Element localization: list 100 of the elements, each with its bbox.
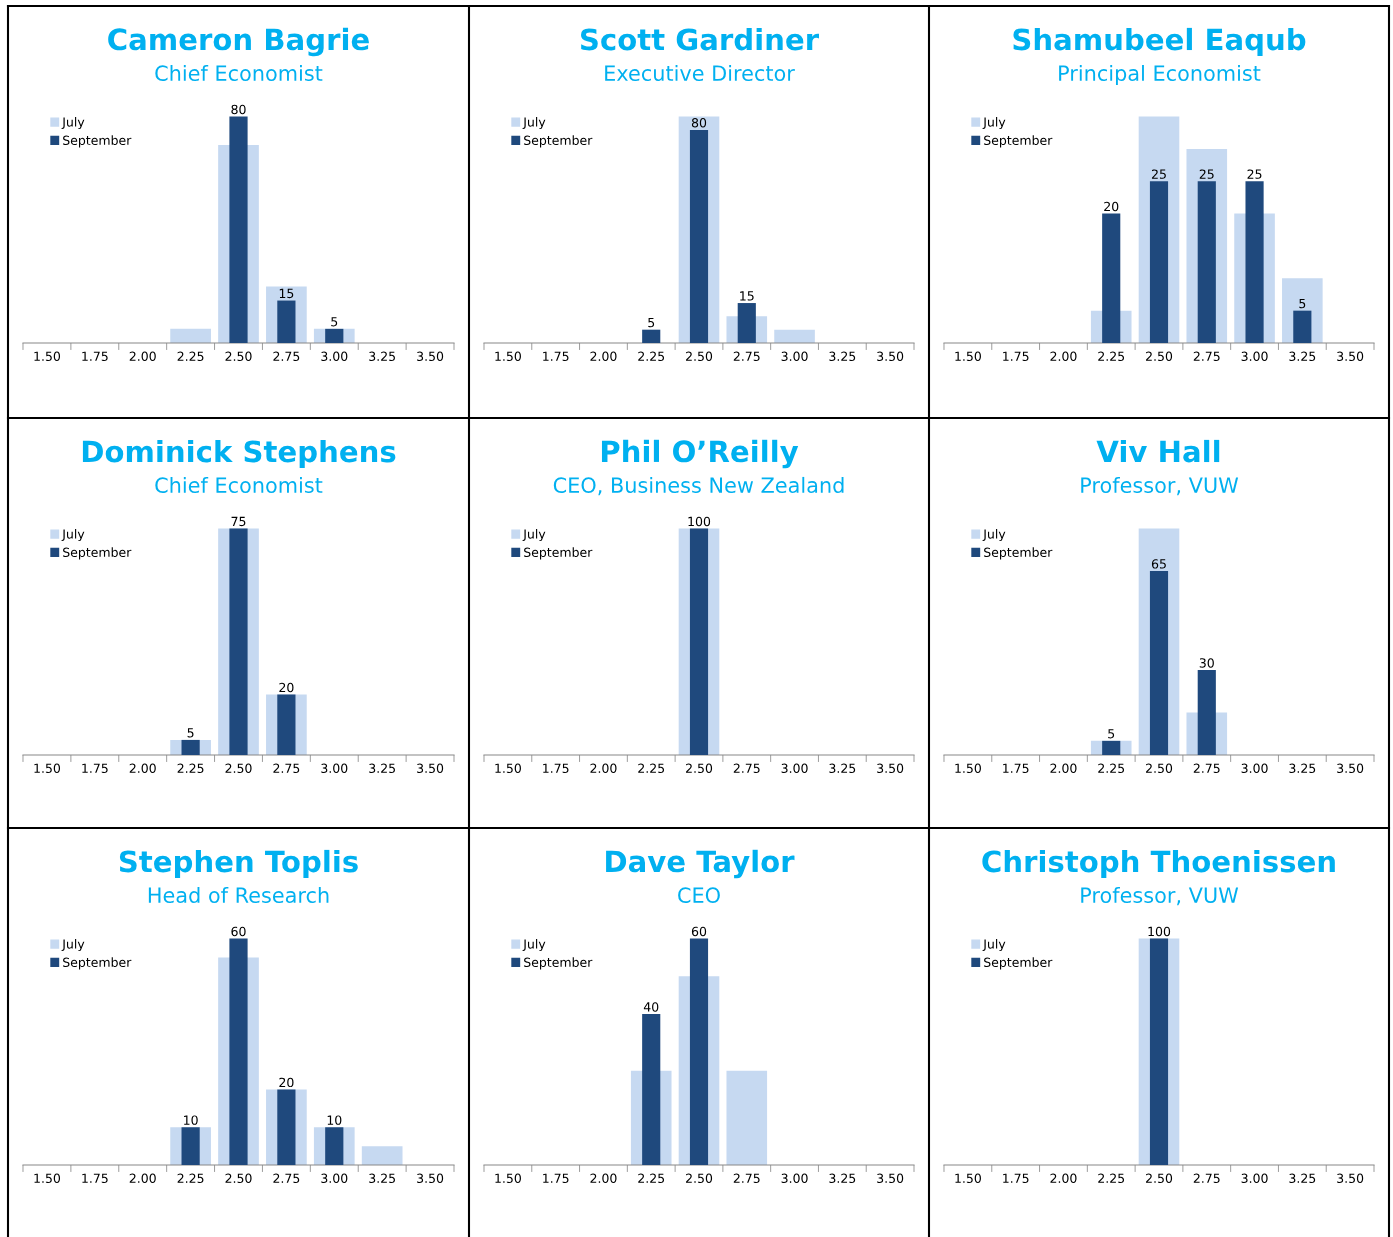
data-label: 25	[1151, 169, 1166, 179]
x-tick-label: 2.00	[590, 351, 617, 362]
x-tick-label: 2.25	[1098, 763, 1125, 774]
x-tick-label: 3.00	[781, 763, 808, 774]
x-tick-label: 2.50	[686, 763, 713, 774]
x-tick-label: 3.00	[321, 1173, 348, 1184]
bar	[689, 938, 709, 1165]
chart-subtitle: Head of Research	[148, 886, 329, 904]
bar	[170, 328, 211, 343]
x-tick-label: 2.75	[733, 763, 760, 774]
data-label: 5	[1299, 298, 1306, 309]
x-tick-label: 3.25	[829, 763, 856, 774]
data-label: 5	[331, 317, 338, 327]
bar	[181, 1127, 200, 1165]
x-tick-label: 2.25	[1098, 351, 1125, 362]
x-tick-label: 3.50	[877, 351, 904, 362]
x-tick-label: 3.25	[829, 1173, 856, 1184]
x-tick-label: 3.50	[417, 763, 444, 774]
x-tick-label: 1.50	[955, 351, 981, 362]
legend-label: July	[982, 939, 1006, 952]
x-tick-label: 1.50	[34, 351, 61, 362]
data-label: 5	[187, 728, 194, 738]
x-tick-label: 2.75	[273, 763, 300, 774]
bar	[737, 303, 756, 343]
bar	[689, 129, 709, 343]
legend-label: September	[524, 957, 593, 970]
chart-title: Scott Gardiner	[581, 27, 820, 51]
bar	[1102, 740, 1121, 755]
bar	[726, 1070, 768, 1165]
x-tick-label: 2.50	[686, 351, 713, 362]
bar	[325, 328, 344, 343]
x-tick-label: 3.00	[781, 351, 808, 362]
x-tick-label: 1.75	[543, 763, 569, 774]
legend-label: September	[63, 135, 132, 148]
x-tick-label: 2.25	[177, 763, 204, 774]
x-tick-label: 2.00	[1050, 351, 1077, 362]
x-tick-label: 2.75	[273, 1173, 300, 1184]
x-tick-label: 1.75	[543, 351, 569, 362]
x-tick-label: 2.50	[1146, 1173, 1173, 1184]
legend-label: September	[984, 135, 1053, 148]
chart-title: Cameron Bagrie	[108, 27, 369, 57]
legend-label: July	[61, 117, 85, 130]
legend-label: September	[984, 547, 1053, 560]
x-tick-label: 2.00	[129, 351, 156, 362]
chart-subtitle: Principal Economist	[1059, 64, 1261, 86]
x-tick-label: 1.50	[34, 1173, 61, 1184]
bar	[774, 329, 815, 343]
chart-title: Shamubeel Eaqub	[1013, 27, 1306, 57]
bar	[229, 938, 248, 1165]
x-tick-label: 2.25	[177, 351, 204, 362]
data-label: 60	[691, 926, 707, 937]
x-tick-label: 3.25	[369, 763, 395, 774]
x-tick-label: 1.75	[1003, 1173, 1029, 1184]
data-label: 15	[740, 291, 754, 301]
bar	[1293, 310, 1312, 343]
x-tick-label: 2.50	[225, 763, 252, 774]
x-tick-label: 1.75	[1003, 351, 1029, 362]
x-tick-label: 2.25	[1098, 1173, 1125, 1184]
chart-title: Dave Taylor	[606, 849, 795, 879]
x-tick-label: 3.00	[1241, 763, 1268, 774]
legend-label: July	[522, 529, 546, 542]
x-tick-label: 2.50	[1146, 351, 1173, 362]
chart-subtitle: CEO, Business New Zealand	[553, 476, 844, 496]
x-tick-label: 1.75	[543, 1173, 569, 1184]
chart-subtitle: Chief Economist	[155, 64, 323, 82]
legend-label: July	[522, 117, 546, 130]
chart-subtitle: CEO	[678, 887, 720, 904]
x-tick-label: 1.50	[495, 351, 521, 362]
data-label: 40	[643, 1002, 659, 1012]
x-tick-label: 3.00	[1241, 351, 1268, 362]
x-tick-label: 2.00	[590, 1173, 617, 1184]
chart-title: Viv Hall	[1096, 439, 1220, 463]
bar	[277, 300, 296, 343]
x-tick-label: 1.50	[955, 763, 981, 774]
x-tick-label: 3.50	[417, 351, 444, 362]
x-tick-label: 2.25	[638, 1173, 665, 1184]
legend-label: September	[63, 957, 132, 970]
x-tick-label: 3.50	[1337, 763, 1364, 774]
bar	[229, 116, 248, 343]
data-label: 100	[1148, 926, 1171, 937]
x-tick-label: 2.50	[225, 351, 252, 362]
data-label: 80	[691, 118, 707, 128]
x-tick-label: 2.75	[733, 1173, 760, 1184]
bar	[1149, 181, 1169, 343]
x-tick-label: 3.25	[369, 351, 395, 362]
x-tick-label: 1.75	[1003, 763, 1029, 774]
x-tick-label: 3.25	[369, 1173, 395, 1184]
data-label: 75	[231, 516, 246, 527]
x-tick-label: 3.50	[877, 1173, 904, 1184]
x-tick-label: 3.25	[1289, 763, 1316, 774]
x-tick-label: 2.25	[638, 351, 665, 362]
legend-label: September	[984, 957, 1053, 970]
x-tick-label: 3.00	[781, 1173, 808, 1184]
x-tick-label: 3.00	[321, 351, 348, 362]
bar	[1245, 181, 1264, 343]
legend-label: July	[982, 117, 1006, 130]
x-tick-label: 2.50	[686, 1173, 713, 1184]
bar	[642, 1014, 661, 1165]
x-tick-label: 2.75	[1193, 763, 1220, 774]
x-tick-label: 2.25	[638, 763, 665, 774]
